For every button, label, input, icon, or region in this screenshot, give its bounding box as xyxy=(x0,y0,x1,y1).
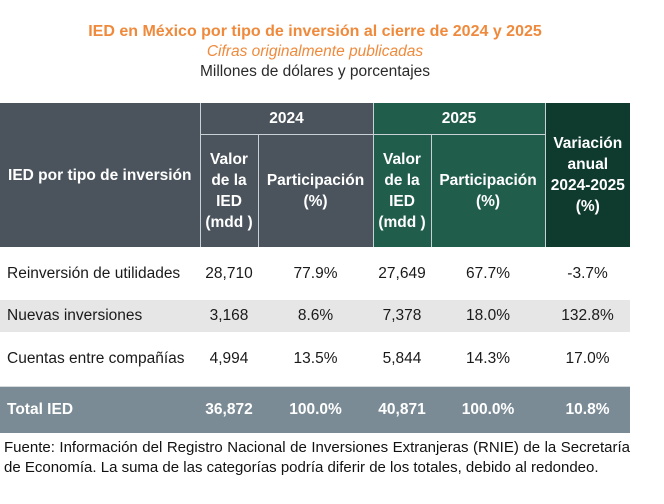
header-investment-type: IED por tipo de inversión xyxy=(0,103,200,247)
share-2024: 77.9% xyxy=(258,247,374,300)
value-2024: 28,710 xyxy=(200,247,258,300)
share-2025: 67.7% xyxy=(431,247,546,300)
value-2025: 27,649 xyxy=(373,247,432,300)
page-title: IED en México por tipo de inversión al c… xyxy=(88,23,542,40)
share-2024: 13.5% xyxy=(258,332,374,387)
row-label: Reinversión de utilidades xyxy=(0,247,200,300)
total-share-2024: 100.0% xyxy=(258,386,374,433)
page-subtitle: Cifras originalmente publicadas xyxy=(206,43,424,60)
value-2025: 7,378 xyxy=(373,300,432,332)
total-label: Total IED xyxy=(0,386,200,433)
share-2025: 14.3% xyxy=(431,332,546,387)
table-row: Reinversión de utilidades 28,710 77.9% 2… xyxy=(0,247,631,300)
header-2024-share: Participación (%) xyxy=(257,134,374,247)
source-footnote: Fuente: Información del Registro Naciona… xyxy=(4,439,630,476)
header-annual-variation: Variación anual 2024-2025 (%) xyxy=(544,103,631,247)
header-2025-value: Valor de la IED (mdd ) xyxy=(372,134,432,247)
row-label: Nuevas inversiones xyxy=(0,300,200,332)
value-2024: 3,168 xyxy=(200,300,258,332)
annual-variation: 17.0% xyxy=(545,332,631,387)
total-annual-variation: 10.8% xyxy=(545,386,631,433)
total-value-2025: 40,871 xyxy=(373,386,432,433)
annual-variation: -3.7% xyxy=(545,247,631,300)
total-share-2025: 100.0% xyxy=(431,386,546,433)
total-row: Total IED 36,872 100.0% 40,871 100.0% 10… xyxy=(0,386,631,433)
share-2025: 18.0% xyxy=(431,300,546,332)
value-2025: 5,844 xyxy=(373,332,432,387)
table-row: Nuevas inversiones 3,168 8.6% 7,378 18.0… xyxy=(0,300,631,332)
annual-variation: 132.8% xyxy=(545,300,631,332)
total-value-2024: 36,872 xyxy=(200,386,258,433)
units-label: Millones de dólares y porcentajes xyxy=(199,63,431,80)
header-year-2025: 2025 xyxy=(372,103,546,135)
share-2024: 8.6% xyxy=(258,300,374,332)
header-year-2024: 2024 xyxy=(199,103,374,135)
title-block: IED en México por tipo de inversión al c… xyxy=(0,22,630,82)
ied-table: IED por tipo de inversión 2024 2025 Vari… xyxy=(0,103,631,433)
table-row: Cuentas entre compañías 4,994 13.5% 5,84… xyxy=(0,332,631,387)
header-2024-value: Valor de la IED (mdd ) xyxy=(199,134,258,247)
header-2025-share: Participación (%) xyxy=(430,134,546,247)
value-2024: 4,994 xyxy=(200,332,258,387)
row-label: Cuentas entre compañías xyxy=(0,332,200,387)
